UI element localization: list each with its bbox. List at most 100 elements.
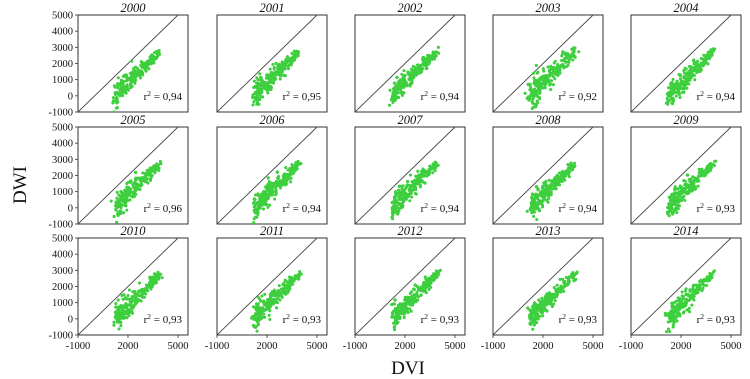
data-point: [709, 50, 713, 54]
data-point: [409, 309, 413, 313]
data-point: [152, 51, 157, 55]
r2-label-2003: r2 = 0,92: [559, 89, 597, 103]
data-point: [281, 174, 285, 178]
data-point: [541, 194, 545, 198]
data-point: [546, 190, 551, 195]
data-point: [299, 162, 303, 166]
data-point: [288, 56, 292, 60]
data-point: [132, 195, 136, 199]
data-point: [139, 60, 143, 64]
data-point: [423, 289, 427, 293]
panel-frame: [492, 237, 604, 336]
data-point: [252, 100, 256, 104]
one-to-one-line: [217, 15, 318, 112]
x-tick-label: 5000: [445, 341, 466, 352]
data-point: [269, 79, 273, 83]
data-point: [397, 202, 401, 206]
data-point: [133, 180, 137, 184]
data-point: [278, 298, 282, 302]
data-point: [144, 292, 148, 296]
data-point: [398, 87, 402, 91]
data-point: [255, 98, 259, 102]
data-point: [251, 93, 255, 97]
data-point: [664, 330, 669, 334]
data-point: [285, 58, 289, 62]
data-point: [669, 312, 673, 316]
data-point: [674, 206, 678, 210]
data-point: [112, 214, 116, 219]
data-point: [401, 184, 405, 188]
data-point: [267, 194, 271, 198]
data-point: [536, 100, 540, 105]
data-point: [418, 180, 422, 184]
x-tick-label: 5000: [307, 341, 328, 352]
data-point: [413, 183, 417, 187]
data-point: [551, 179, 555, 183]
data-point: [154, 167, 158, 171]
data-point: [263, 85, 267, 90]
data-point: [549, 88, 553, 92]
y-tick-label: 5000: [52, 234, 73, 245]
data-point: [121, 314, 125, 318]
data-point: [143, 171, 147, 176]
x-tick-label: -1000: [205, 341, 230, 352]
data-point: [403, 298, 407, 302]
panel-2010: 2010 r2 = 0,93 -1000 0 1000 2000 3000 4000 5000 -…: [49, 224, 189, 352]
panel-title-2011: 2011: [260, 224, 284, 238]
data-point: [403, 302, 407, 306]
data-point: [270, 294, 274, 298]
data-point: [560, 277, 565, 281]
data-point: [676, 207, 680, 211]
data-point: [113, 310, 117, 314]
data-point: [391, 100, 395, 104]
data-point: [269, 301, 273, 305]
panel-frame: [492, 14, 604, 113]
data-point: [272, 181, 276, 185]
data-point: [262, 200, 266, 204]
data-point: [411, 188, 415, 192]
data-point: [712, 164, 716, 168]
data-point: [532, 214, 536, 218]
data-point: [145, 177, 149, 181]
data-point: [696, 59, 700, 63]
data-point: [551, 71, 555, 75]
data-point: [399, 202, 403, 206]
data-point: [413, 70, 417, 74]
data-point: [408, 187, 412, 191]
data-point: [557, 70, 561, 74]
data-point: [137, 289, 141, 293]
data-point: [159, 162, 163, 166]
data-point: [266, 85, 271, 89]
data-point: [418, 68, 422, 72]
panel-title-2005: 2005: [121, 113, 146, 127]
data-point: [532, 310, 536, 314]
data-point: [542, 69, 546, 73]
data-point: [682, 178, 686, 183]
data-point: [676, 310, 680, 314]
panel-plot-area: [217, 127, 318, 224]
data-point: [533, 207, 537, 211]
data-point: [403, 305, 407, 309]
y-tick-label: 3000: [52, 266, 73, 277]
data-point: [693, 176, 697, 180]
data-point: [531, 317, 535, 321]
data-point: [259, 193, 264, 197]
panel-2002: 2002 r2 = 0,94: [354, 1, 466, 113]
y-tick-label: 1000: [52, 187, 73, 198]
one-to-one-line: [355, 127, 456, 224]
data-point: [396, 311, 400, 315]
data-point: [570, 275, 574, 279]
panel-plot-area: [631, 127, 732, 224]
data-point: [259, 308, 264, 312]
data-point: [673, 201, 677, 206]
data-point: [263, 195, 267, 199]
data-point: [670, 192, 674, 196]
data-point: [150, 57, 154, 61]
data-point: [283, 74, 287, 78]
data-point: [529, 201, 533, 205]
data-point: [567, 60, 571, 64]
data-point: [121, 308, 126, 313]
data-point: [698, 65, 702, 69]
data-point: [560, 58, 564, 63]
data-point: [262, 81, 266, 85]
